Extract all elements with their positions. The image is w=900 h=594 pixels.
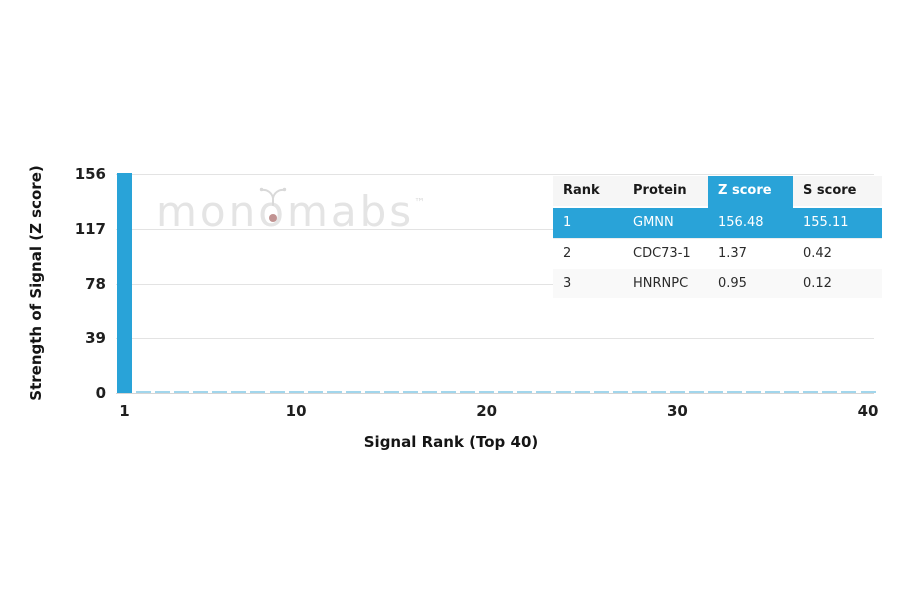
- watermark-o: o: [258, 187, 287, 236]
- x-axis-title: Signal Rank (Top 40): [363, 433, 539, 451]
- y-tick-label-78: 78: [85, 274, 106, 293]
- bar-rank-2: [136, 391, 152, 393]
- watermark-red-dot: [268, 214, 277, 222]
- bar-rank-8: [250, 391, 266, 393]
- cell-rank: 2: [563, 246, 572, 261]
- bar-rank-4: [174, 391, 190, 393]
- bar-rank-38: [822, 391, 838, 393]
- bar-rank-40: [860, 391, 876, 393]
- y-tick-label-156: 156: [74, 165, 106, 183]
- bar-rank-22: [517, 391, 533, 393]
- bar-rank-33: [727, 391, 742, 393]
- header-cell-s-score: S score: [793, 176, 882, 208]
- bar-rank-1: [117, 173, 132, 393]
- watermark-logo: mono mabs™: [156, 187, 425, 244]
- bar-rank-12: [326, 391, 342, 393]
- watermark-text-left: mon: [156, 187, 259, 236]
- bar-rank-16: [403, 391, 418, 393]
- table-row-1: 1 GMNN 156.48 155.11: [553, 208, 882, 238]
- table-row-2: 2 CDC73-1 1.37 0.42: [553, 238, 882, 268]
- bar-rank-30: [669, 391, 685, 393]
- bar-rank-34: [746, 391, 762, 393]
- bar-rank-39: [841, 391, 857, 393]
- bar-rank-25: [574, 391, 590, 393]
- cell-rank: 1: [563, 215, 572, 230]
- y-tick-label-39: 39: [85, 329, 106, 348]
- y-axis-title: Strength of Signal (Z score): [27, 165, 45, 401]
- header-cell-protein: Protein: [623, 176, 708, 208]
- bar-rank-36: [784, 391, 800, 393]
- bar-rank-31: [688, 391, 704, 393]
- antibody-icon: [259, 187, 286, 206]
- bar-rank-32: [708, 391, 723, 393]
- bar-rank-19: [460, 391, 476, 393]
- bar-rank-24: [555, 391, 571, 393]
- x-tick-label-10: 10: [285, 402, 307, 420]
- bar-rank-14: [364, 391, 380, 393]
- bar-rank-11: [307, 391, 323, 393]
- watermark-text-right: mabs: [286, 187, 415, 236]
- cell-z-score: 156.48: [718, 215, 764, 230]
- table-header-row: Rank Protein Z score S score: [553, 176, 882, 208]
- bar-rank-10: [288, 391, 304, 393]
- bar-rank-29: [650, 391, 666, 393]
- cell-s-score: 155.11: [803, 215, 849, 230]
- x-tick-label-40: 40: [857, 402, 879, 420]
- x-tick-label-30: 30: [666, 402, 688, 420]
- cell-rank: 3: [563, 276, 572, 291]
- results-table: Rank Protein Z score S score 1 GMNN 156.48 155.…: [553, 176, 882, 298]
- bar-rank-9: [269, 391, 285, 393]
- bar-rank-35: [765, 391, 781, 393]
- bar-rank-3: [155, 391, 171, 393]
- cell-z-score: 1.37: [718, 246, 747, 261]
- bar-rank-37: [803, 391, 819, 393]
- bar-rank-28: [631, 391, 647, 393]
- gridline-y-156: [116, 174, 874, 175]
- bar-rank-15: [383, 391, 399, 393]
- bar-rank-6: [212, 391, 228, 393]
- bar-rank-7: [231, 391, 247, 393]
- bar-rank-26: [593, 391, 609, 393]
- gridline-y-117: [116, 228, 874, 230]
- x-tick-label-20: 20: [476, 402, 498, 420]
- bar-rank-18: [441, 391, 457, 393]
- cell-protein: GMNN: [633, 215, 674, 230]
- cell-z-score: 0.95: [718, 276, 747, 291]
- table-row-3: 3 HNRNPC 0.95 0.12: [553, 268, 882, 298]
- bar-rank-20: [479, 391, 495, 393]
- y-tick-label-0: 0: [95, 384, 106, 402]
- gridline-y-78: [116, 283, 874, 285]
- plot-area: [116, 173, 876, 394]
- bar-rank-13: [345, 391, 361, 393]
- y-tick-label-117: 117: [74, 219, 106, 238]
- trademark-symbol: ™: [414, 196, 426, 209]
- x-tick-label-1: 1: [119, 402, 130, 420]
- bar-rank-5: [193, 391, 209, 393]
- bar-rank-27: [612, 391, 628, 393]
- header-cell-z-score: Z score: [708, 176, 793, 208]
- bar-rank-17: [422, 391, 437, 393]
- cell-s-score: 0.42: [803, 246, 832, 261]
- bar-rank-23: [536, 391, 552, 393]
- bar-rank-21: [498, 391, 514, 393]
- cell-protein: HNRNPC: [633, 276, 689, 291]
- cell-protein: CDC73-1: [633, 246, 691, 261]
- gridline-y-39: [116, 338, 874, 340]
- cell-s-score: 0.12: [803, 276, 832, 291]
- header-cell-rank: Rank: [553, 176, 623, 208]
